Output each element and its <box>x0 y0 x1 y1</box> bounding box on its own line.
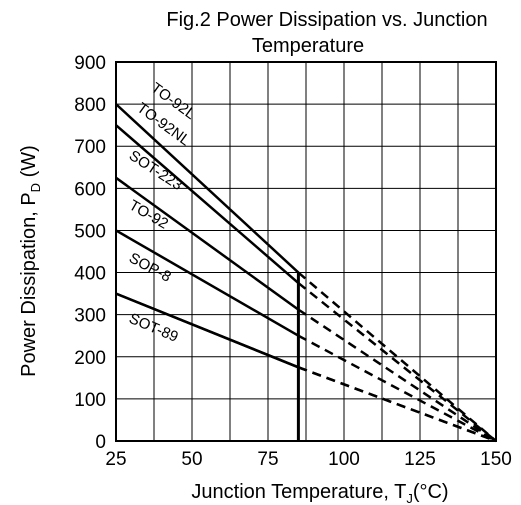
series-line-sot-223-dashed <box>297 308 497 443</box>
x-axis-label: Junction Temperature, TJ(°C) <box>191 481 448 505</box>
series-line-to-92l-dashed <box>297 271 497 442</box>
y-tick-label-100: 100 <box>74 390 106 411</box>
series-line-to-92nl-dashed <box>297 282 497 442</box>
y-axis-label-subscript: D <box>28 183 43 192</box>
x-axis-label-subscript: J <box>406 491 413 505</box>
y-tick-label-600: 600 <box>74 179 106 200</box>
series-line-to-92-dashed <box>297 334 497 443</box>
tick-layer: 0 100 200 300 400 500 600 700 800 900 25 50 75 100 125… <box>74 53 512 470</box>
y-tick-label-700: 700 <box>74 137 106 158</box>
y-tick-label-800: 800 <box>74 95 106 116</box>
chart-title-line-2: Temperature <box>252 35 364 57</box>
series-line-to-92nl-solid <box>115 124 300 285</box>
series-label-sot-223: SOT-223 <box>126 147 186 194</box>
x-tick-label-125: 125 <box>404 449 436 470</box>
series-line-sot-89-dashed <box>297 366 497 443</box>
series-line-to-92l-solid <box>115 103 300 274</box>
y-axis-label: Power Dissipation, PD (W) <box>18 145 43 377</box>
y-tick-label-300: 300 <box>74 306 106 327</box>
y-tick-label-200: 200 <box>74 348 106 369</box>
x-tick-label-150: 150 <box>480 449 512 470</box>
y-tick-label-900: 900 <box>74 53 106 74</box>
series-line-to-92-solid <box>115 229 300 337</box>
series-label-sop-8: SOP-8 <box>126 250 174 286</box>
grid-layer <box>116 62 496 441</box>
x-axis-label-unit: (°C) <box>413 481 449 503</box>
y-axis-label-unit: (W) <box>18 145 40 183</box>
x-tick-label-75: 75 <box>257 449 278 470</box>
y-axis-label-main: Power Dissipation, P <box>18 192 40 377</box>
chart-title-line-1: Fig.2 Power Dissipation vs. Junction <box>166 9 487 31</box>
series-layer <box>115 103 497 443</box>
y-tick-label-0: 0 <box>95 432 106 453</box>
series-line-sot-223-solid <box>115 176 300 311</box>
y-tick-label-500: 500 <box>74 221 106 242</box>
x-tick-label-100: 100 <box>328 449 360 470</box>
x-tick-label-50: 50 <box>181 449 202 470</box>
plot-frame <box>115 61 497 442</box>
x-axis-label-main: Junction Temperature, T <box>191 481 406 503</box>
series-line-sot-89-solid <box>115 292 299 369</box>
x-tick-label-25: 25 <box>105 449 126 470</box>
y-tick-label-400: 400 <box>74 264 106 285</box>
